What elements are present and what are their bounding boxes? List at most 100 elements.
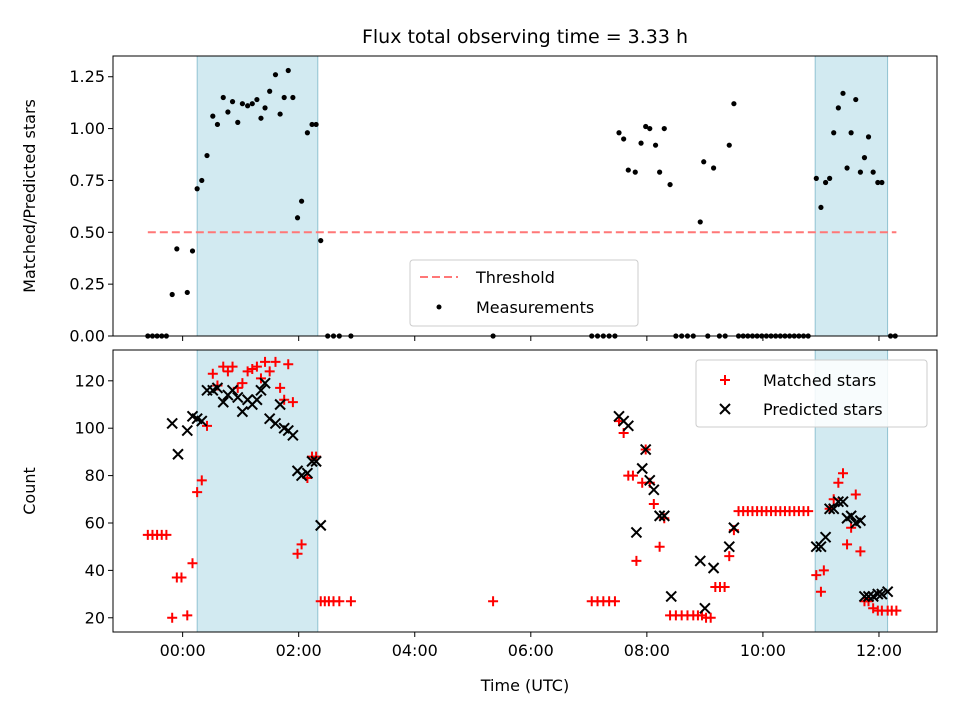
predicted-stars-point	[728, 522, 740, 534]
predicted-stars-point	[269, 417, 282, 430]
measurements-point	[731, 101, 737, 107]
predicted-stars-point	[226, 384, 239, 396]
predicted-stars-point	[862, 590, 875, 603]
predicted-stars-point	[648, 484, 660, 496]
matched-stars-point	[648, 499, 659, 510]
matched-stars-point	[837, 468, 848, 479]
measurements-point	[235, 119, 241, 125]
measurements-point	[621, 136, 627, 142]
measurements-point	[304, 130, 310, 136]
predicted-stars-point	[723, 540, 735, 553]
matched-stars-point	[260, 356, 271, 367]
x-tick-label: 04:00	[392, 641, 438, 660]
predicted-stars-point	[707, 562, 720, 574]
measurements-point	[657, 169, 663, 175]
ratio-panel-legend: Threshold Measurements	[409, 259, 639, 327]
matched-stars-point	[609, 596, 620, 607]
predicted-stars-point	[644, 474, 656, 487]
measurements-point	[865, 134, 872, 140]
matched-stars-point	[627, 470, 638, 481]
x-tick-label: 06:00	[508, 641, 554, 660]
measurements-point	[643, 123, 649, 130]
predicted-stars-point	[828, 503, 840, 515]
shaded-region-1	[196, 55, 319, 337]
measurements-point	[625, 167, 631, 173]
matched-stars-point	[803, 506, 814, 517]
matched-stars-point	[264, 366, 275, 377]
y-tick-label: 0.50	[69, 223, 105, 242]
count-panel-ticks: 20 40 60 80 100 120 00:00 02:00 04:00 06:00 08:00 1…	[74, 371, 902, 660]
predicted-stars-point	[287, 429, 299, 442]
measurements-point	[870, 169, 876, 175]
measurements-point	[638, 140, 644, 146]
y-tick-label: 20	[85, 608, 105, 627]
measurements-point	[710, 165, 717, 171]
y-tick-label: 100	[74, 419, 105, 438]
matched-stars-point	[182, 610, 193, 621]
measurements-point	[318, 237, 324, 244]
predicted-stars-point	[858, 590, 871, 603]
predicted-stars-point	[837, 495, 849, 508]
measurements-point	[818, 204, 824, 211]
matched-stars-point	[654, 541, 665, 552]
legend-threshold-label: Threshold	[475, 268, 555, 287]
measurements-point	[667, 181, 673, 188]
measurements-point	[298, 198, 305, 204]
measurements-point	[835, 105, 841, 111]
matched-stars-point	[719, 581, 730, 592]
matched-stars-point	[270, 356, 281, 367]
measurements-point	[214, 121, 221, 128]
y-tick-label: 0.75	[69, 171, 105, 190]
measurements-point	[174, 246, 180, 252]
predicted-stars-point	[196, 415, 208, 427]
ratio-panel-legend-box	[409, 259, 639, 327]
matched-stars-point	[227, 361, 238, 372]
count-panel-legend: Matched stars Predicted stars	[695, 359, 928, 428]
predicted-stars-point	[694, 555, 706, 567]
y-tick-label: 0.00	[69, 327, 105, 346]
matched-stars-point	[196, 475, 207, 486]
measurements-point	[697, 219, 703, 225]
measurements-point	[652, 142, 659, 148]
ratio-panel-frame	[112, 55, 938, 337]
measurements-point	[239, 101, 246, 107]
measurements-point	[661, 125, 667, 132]
y-tick-label: 1.25	[69, 67, 105, 86]
measurements-point	[225, 109, 231, 115]
matched-stars-point	[850, 489, 861, 500]
legend-measurements-swatch	[436, 304, 442, 310]
measurements-point	[245, 103, 251, 109]
measurements-point	[290, 94, 296, 101]
predicted-stars-point	[815, 540, 827, 553]
predicted-stars-point	[872, 588, 884, 600]
measurements-point	[701, 159, 707, 165]
predicted-stars-point	[832, 495, 845, 508]
measurements-point	[277, 111, 283, 117]
matched-stars-point	[237, 378, 248, 389]
legend-matched-swatch	[720, 375, 730, 385]
measurements-point	[647, 125, 653, 132]
matched-stars-point	[192, 487, 203, 498]
matched-stars-point	[488, 596, 499, 607]
predicted-stars-point	[217, 396, 229, 408]
measurements-point	[267, 88, 273, 94]
predicted-stars-point	[653, 510, 666, 522]
predicted-stars-point	[259, 377, 271, 389]
x-tick-label: 00:00	[160, 641, 206, 660]
y-tick-label: 0.25	[69, 275, 105, 294]
legend-measurements-label: Measurements	[476, 298, 594, 317]
measurements-point	[194, 186, 200, 192]
predicted-stars-point	[823, 503, 836, 515]
measurements-point	[616, 130, 622, 136]
predicted-stars-point	[876, 588, 888, 600]
measurements-point	[831, 130, 837, 136]
measurements-point	[184, 289, 190, 296]
ratio-panel-ticks: 0.00 0.25 0.50 0.75 1.00 1.25	[69, 67, 880, 346]
y-tick-label: 60	[85, 513, 105, 532]
matched-stars-point	[275, 382, 286, 393]
matched-stars-point	[334, 596, 345, 607]
shaded-region-2	[814, 55, 889, 337]
measurements-point	[199, 177, 205, 184]
measurements-point	[632, 169, 638, 175]
